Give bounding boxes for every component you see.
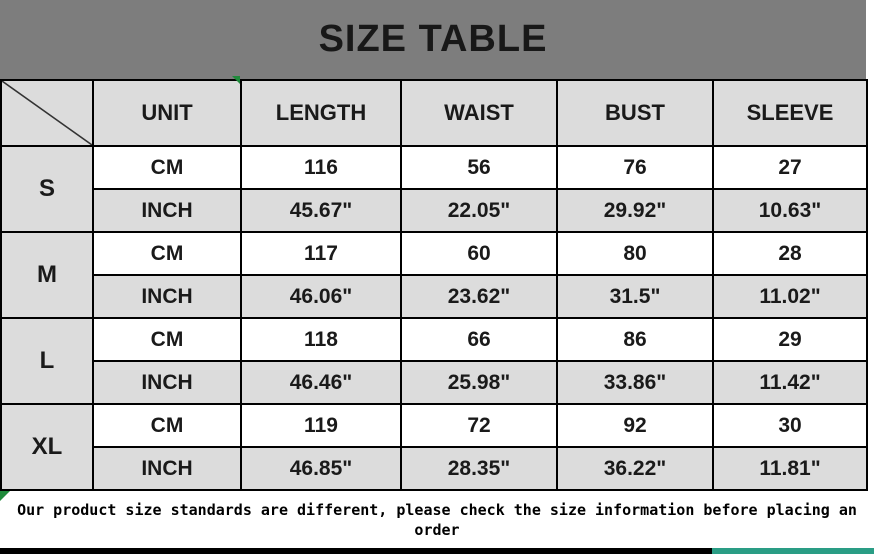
table-cell: 60 [400,231,558,276]
table-row-s-inch: INCH 45.67" 22.05" 29.92" 10.63" [1,188,868,233]
table-cell: 11.02" [712,274,868,319]
bottom-bar-black [0,548,712,554]
size-table-grid: UNIT LENGTH WAIST BUST SLEEVE S CM 116 5… [0,79,868,491]
table-cell: CM [92,145,242,190]
table-cell: 46.46" [240,360,402,405]
table-cell: 11.81" [712,446,868,491]
table-cell: 80 [556,231,714,276]
table-cell: INCH [92,360,242,405]
bottom-strip [0,548,874,554]
title-banner: SIZE TABLE [0,0,866,79]
table-cell: 33.86" [556,360,714,405]
table-cell: 30 [712,403,868,448]
corner-cell [0,79,94,147]
table-row-m-cm: M CM 117 60 80 28 [0,231,868,319]
table-cell: 72 [400,403,558,448]
table-row-xl-inch: INCH 46.85" 28.35" 36.22" 11.81" [1,446,868,491]
table-row-xl-cm: XL CM 119 72 92 30 [0,403,868,491]
table-cell: 46.85" [240,446,402,491]
table-cell: 76 [556,145,714,190]
table-row-l-cm: L CM 118 66 86 29 [0,317,868,405]
table-cell: 23.62" [400,274,558,319]
table-cell: 28 [712,231,868,276]
size-label-l: L [0,317,94,405]
size-label-s: S [0,145,94,233]
cell-marker-icon [232,76,240,84]
footer-note: Our product size standards are different… [0,491,874,548]
diagonal-divider-icon [3,82,91,144]
column-header-bust: BUST [556,79,714,147]
table-header-row: UNIT LENGTH WAIST BUST SLEEVE [0,79,868,147]
table-cell: 28.35" [400,446,558,491]
page-title: SIZE TABLE [318,18,548,60]
table-cell: 10.63" [712,188,868,233]
bottom-bar-teal [712,548,874,554]
table-cell: 118 [240,317,402,362]
corner-flag-icon [0,491,10,501]
table-cell: 46.06" [240,274,402,319]
table-cell: CM [92,317,242,362]
table-cell: 45.67" [240,188,402,233]
table-cell: 22.05" [400,188,558,233]
size-label-m: M [0,231,94,319]
column-header-waist: WAIST [400,79,558,147]
table-cell: 86 [556,317,714,362]
table-cell: 29.92" [556,188,714,233]
size-label-xl: XL [0,403,94,491]
footer-text: Our product size standards are different… [17,500,857,539]
table-cell: 117 [240,231,402,276]
column-header-length: LENGTH [240,79,402,147]
table-cell: 119 [240,403,402,448]
table-cell: 11.42" [712,360,868,405]
column-header-sleeve: SLEEVE [712,79,868,147]
table-row-m-inch: INCH 46.06" 23.62" 31.5" 11.02" [1,274,868,319]
table-cell: 31.5" [556,274,714,319]
table-cell: 66 [400,317,558,362]
size-table: UNIT LENGTH WAIST BUST SLEEVE S CM 116 5… [0,76,868,491]
table-cell: CM [92,231,242,276]
table-cell: 29 [712,317,868,362]
table-cell: INCH [92,274,242,319]
table-cell: 56 [400,145,558,190]
table-cell: INCH [92,188,242,233]
table-row-l-inch: INCH 46.46" 25.98" 33.86" 11.42" [1,360,868,405]
table-cell: 25.98" [400,360,558,405]
table-cell: 116 [240,145,402,190]
table-row-s-cm: S CM 116 56 76 27 [0,145,868,233]
table-cell: INCH [92,446,242,491]
table-cell: 27 [712,145,868,190]
table-cell: CM [92,403,242,448]
column-header-unit: UNIT [92,79,242,147]
table-cell: 92 [556,403,714,448]
table-cell: 36.22" [556,446,714,491]
